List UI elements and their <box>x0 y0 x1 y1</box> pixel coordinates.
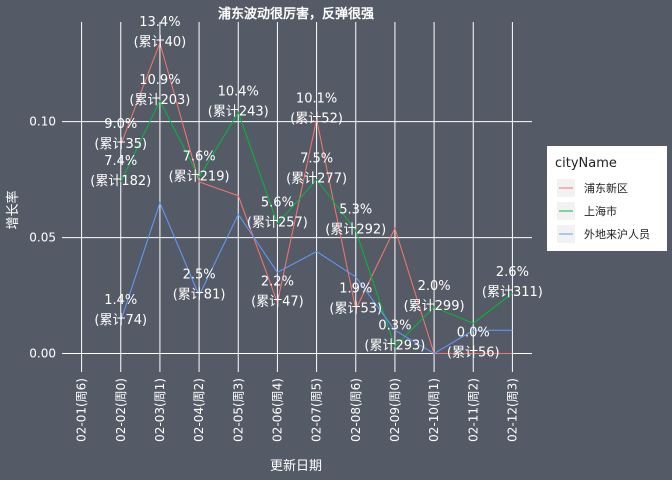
data-label-total: (累计74) <box>94 313 147 328</box>
series-line <box>120 99 513 348</box>
x-tick-label: 02-02(周0) <box>114 378 128 442</box>
data-label-pct: 9.0% <box>104 117 137 132</box>
data-label-total: (累计219) <box>169 169 230 184</box>
data-label-pct: 10.4% <box>218 84 259 99</box>
legend-entry-label: 上海市 <box>584 204 617 218</box>
data-label-pct: 13.4% <box>139 15 180 30</box>
data-label-pct: 1.4% <box>104 293 137 308</box>
data-label-total: (累计52) <box>290 111 343 126</box>
x-tick-label: 02-09(周0) <box>388 378 402 442</box>
data-label-pct: 10.1% <box>296 91 337 106</box>
data-label-total: (累计81) <box>173 288 226 303</box>
x-tick-label: 02-12(周3) <box>505 378 519 442</box>
data-label-pct: 2.0% <box>418 279 451 294</box>
data-label-pct: 2.2% <box>261 274 294 289</box>
data-label-pct: 0.3% <box>378 319 411 334</box>
data-label-total: (累计257) <box>247 216 308 231</box>
data-labels: 9.0% (累计35) 7.4% (累计182) 1.4% (累计74) 13.4% (累计4… <box>90 15 543 361</box>
data-label-pct: 5.3% <box>339 203 372 218</box>
data-label-total: (累计311) <box>482 285 543 300</box>
x-tick-label: 02-04(周2) <box>192 378 206 442</box>
y-axis-ticks: 0.00 0.05 0.10 <box>29 115 56 361</box>
x-tick-label: 02-11(周2) <box>466 378 480 442</box>
data-label-total: (累计299) <box>404 299 465 314</box>
y-tick-label: 0.10 <box>29 115 56 129</box>
data-label-total: (累计53) <box>329 301 382 316</box>
y-axis-label: 增长率 <box>5 190 21 229</box>
data-label-pct: 5.6% <box>261 196 294 211</box>
y-tick-label: 0.05 <box>29 231 56 245</box>
data-label-total: (累计40) <box>134 35 187 50</box>
x-tick-label: 02-01(周6) <box>75 378 89 442</box>
x-tick-label: 02-07(周5) <box>310 378 324 442</box>
series-lines <box>120 41 513 355</box>
x-tick-label: 02-06(周4) <box>270 378 284 442</box>
x-tick-label: 02-10(周1) <box>427 378 441 442</box>
data-label-pct: 7.6% <box>183 149 216 164</box>
data-label-pct: 2.5% <box>183 268 216 283</box>
data-label-total: (累计47) <box>251 294 304 309</box>
data-label-total: (累计243) <box>208 104 269 119</box>
data-label-total: (累计182) <box>90 174 151 189</box>
data-label-pct: 1.9% <box>339 281 372 296</box>
x-tick-label: 02-05(周3) <box>231 378 245 442</box>
data-label-total: (累计277) <box>286 172 347 187</box>
data-label-total: (累计292) <box>325 223 386 238</box>
series-line <box>120 201 513 355</box>
data-label-pct: 0.0% <box>457 325 490 340</box>
legend-entry-label: 外地来沪人员 <box>584 227 650 241</box>
x-tick-label: 02-08(周6) <box>349 378 363 442</box>
x-axis-ticks: 02-01(周6) 02-02(周0) 02-03(周1) 02-04(周2) 02-0… <box>75 378 520 442</box>
legend-title: cityName <box>555 156 617 171</box>
y-tick-label: 0.00 <box>29 346 56 360</box>
x-tick-label: 02-03(周1) <box>153 378 167 442</box>
data-label-total: (累计56) <box>447 345 500 360</box>
legend-entry-label: 浦东新区 <box>584 181 628 195</box>
series-line <box>120 41 513 354</box>
data-label-total: (累计35) <box>94 137 147 152</box>
x-axis-label: 更新日期 <box>270 458 322 474</box>
data-label-pct: 10.9% <box>139 73 180 88</box>
data-label-total: (累计293) <box>364 339 425 354</box>
data-label-pct: 2.6% <box>496 265 529 280</box>
data-label-pct: 7.4% <box>104 154 137 169</box>
data-label-total: (累计203) <box>129 93 190 108</box>
chart-title: 浦东波动很厉害，反弹很强 <box>218 6 374 22</box>
data-label-pct: 7.5% <box>300 152 333 167</box>
